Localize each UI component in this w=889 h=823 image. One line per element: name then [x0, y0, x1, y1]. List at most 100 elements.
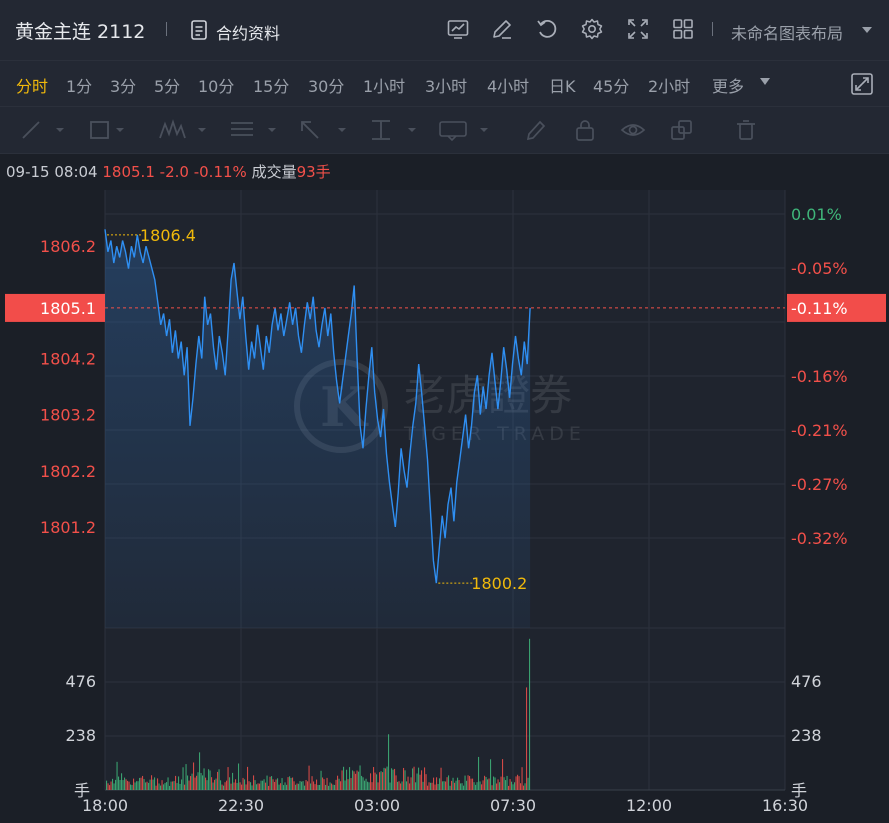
wave-tool-icon[interactable]: [158, 119, 210, 141]
volume-bar: [172, 781, 174, 790]
volume-bar: [482, 780, 484, 790]
volume-bar: [227, 767, 229, 790]
period-tab[interactable]: 45分: [593, 77, 630, 96]
pen-icon[interactable]: [524, 119, 548, 141]
volume-bar: [275, 779, 277, 790]
price-tick-label: 1806.2: [40, 237, 96, 256]
arrow-tool-icon[interactable]: [298, 119, 350, 141]
volume-bar: [301, 781, 303, 790]
period-tab[interactable]: 2小时: [648, 77, 691, 96]
volume-bar: [247, 766, 249, 790]
volume-bar: [310, 783, 312, 790]
volume-bar: [142, 775, 144, 790]
lock-icon[interactable]: [573, 119, 597, 141]
volume-bar: [206, 780, 208, 790]
volume-bar: [283, 785, 285, 790]
volume-bar: [440, 767, 442, 790]
period-tab[interactable]: 3分: [110, 77, 137, 96]
header-divider: [166, 22, 167, 36]
volume-bar: [524, 783, 526, 790]
volume-bar: [526, 687, 528, 790]
volume-bar: [494, 777, 496, 790]
volume-bar: [296, 783, 298, 790]
fullscreen-icon[interactable]: [626, 17, 650, 41]
period-tab[interactable]: 10分: [198, 77, 235, 96]
volume-bar: [481, 784, 483, 790]
chevron-down-icon[interactable]: [862, 27, 872, 33]
contract-info-link[interactable]: 合约资料: [216, 24, 281, 43]
time-tick-label: 07:30: [490, 796, 536, 815]
edit-icon[interactable]: [490, 17, 514, 41]
time-tick-label: 12:00: [626, 796, 672, 815]
intraday-chart[interactable]: K 老虎證券 TIGER TRADE 1806.21804.21803.2180…: [0, 190, 889, 823]
period-tab[interactable]: 30分: [308, 77, 345, 96]
volume-bar: [281, 778, 283, 790]
volume-bar: [220, 780, 222, 790]
volume-bar: [382, 772, 384, 790]
volume-bar: [277, 778, 279, 790]
volume-bar: [461, 783, 463, 790]
volume-bar: [242, 777, 244, 790]
volume-bar: [109, 785, 111, 790]
period-tab[interactable]: 4小时: [487, 77, 530, 96]
volume-bar: [332, 784, 334, 790]
period-tab[interactable]: 5分: [154, 77, 181, 96]
volume-bar: [250, 782, 252, 790]
volume-bar: [113, 783, 115, 790]
document-icon[interactable]: [190, 20, 208, 40]
undo-icon[interactable]: [535, 17, 559, 41]
trash-icon[interactable]: [734, 119, 758, 141]
volume-bar: [238, 763, 240, 790]
volume-bar: [316, 779, 318, 790]
volume-bar: [163, 784, 165, 790]
period-tab[interactable]: 3小时: [425, 77, 468, 96]
volume-bar: [280, 783, 282, 790]
volume-bar: [128, 781, 130, 790]
price-tick-label: 1802.2: [40, 462, 96, 481]
time-tick-label: 03:00: [354, 796, 400, 815]
layout-selector[interactable]: 未命名图表布局: [731, 24, 844, 43]
period-tab[interactable]: 1小时: [363, 77, 406, 96]
grid-layout-icon[interactable]: [671, 17, 695, 41]
volume-bar: [286, 784, 288, 790]
measure-tool-icon[interactable]: [368, 119, 420, 141]
volume-bar: [425, 774, 427, 790]
volume-bar: [134, 782, 136, 790]
period-tab[interactable]: 日K: [549, 77, 576, 96]
volume-bar: [409, 783, 411, 790]
volume-bar: [212, 782, 214, 790]
more-periods-button[interactable]: 更多: [712, 77, 745, 96]
volume-bar: [502, 759, 504, 790]
volume-bar: [244, 779, 246, 790]
volume-bar: [388, 734, 390, 790]
volume-unit-left: 手: [74, 781, 90, 800]
volume-bar: [302, 781, 304, 790]
eye-icon[interactable]: [620, 119, 646, 141]
trend-chart-icon[interactable]: [446, 17, 470, 41]
copy-icon[interactable]: [670, 119, 694, 141]
volume-bar: [356, 770, 358, 790]
period-tab[interactable]: 1分: [66, 77, 93, 96]
volume-bar: [289, 776, 291, 790]
volume-bar: [337, 775, 339, 790]
volume-bar: [361, 775, 363, 790]
volume-bar: [152, 779, 154, 790]
volume-bar: [472, 778, 474, 790]
volume-bar: [436, 777, 438, 790]
volume-bar: [149, 779, 151, 790]
chevron-down-icon[interactable]: [760, 78, 770, 85]
rect-tool-icon[interactable]: [88, 119, 134, 141]
volume-bar: [419, 774, 421, 790]
volume-bar: [203, 768, 205, 790]
volume-bar: [410, 777, 412, 790]
line-tool-icon[interactable]: [20, 119, 66, 141]
fib-tool-icon[interactable]: [228, 119, 280, 141]
volume-bar: [500, 776, 502, 790]
period-tab[interactable]: 15分: [253, 77, 290, 96]
gear-icon[interactable]: [580, 17, 604, 41]
period-tab[interactable]: 分时: [16, 77, 49, 96]
volume-bar: [266, 775, 268, 790]
text-tool-icon[interactable]: [438, 119, 494, 141]
volume-bar: [254, 780, 256, 790]
expand-icon[interactable]: [850, 72, 874, 96]
